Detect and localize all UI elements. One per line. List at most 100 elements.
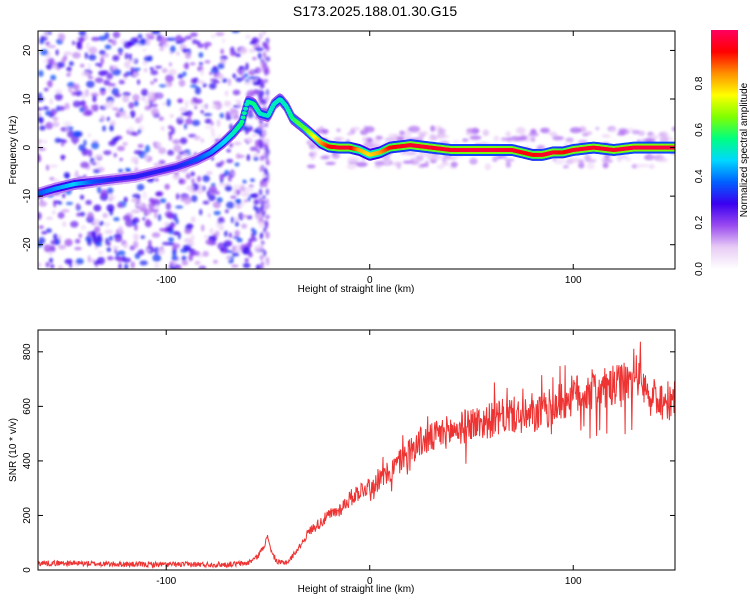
noise-blob <box>246 136 253 142</box>
noise-blob <box>100 56 105 65</box>
noise-blob <box>68 61 74 67</box>
noise-blob <box>313 150 318 158</box>
noise-blob <box>144 99 149 106</box>
noise-blob <box>638 130 646 136</box>
noise-blob <box>260 205 264 211</box>
noise-blob <box>408 125 421 133</box>
noise-blob <box>165 37 172 42</box>
noise-blob <box>38 200 48 207</box>
noise-blob <box>207 213 212 218</box>
noise-blob <box>125 219 134 227</box>
noise-blob <box>616 132 626 136</box>
noise-blob <box>202 200 210 205</box>
noise-blob <box>243 199 248 203</box>
noise-blob <box>106 247 112 252</box>
noise-blob <box>249 146 258 152</box>
noise-blob <box>163 221 170 227</box>
noise-blob <box>75 203 80 210</box>
noise-blob <box>241 202 245 207</box>
noise-blob <box>87 75 94 80</box>
noise-blob <box>169 113 174 119</box>
noise-blob <box>263 205 268 211</box>
noise-blob <box>106 204 115 212</box>
noise-blob <box>144 105 151 111</box>
noise-blob <box>493 135 500 142</box>
noise-blob <box>265 158 270 164</box>
noise-blob <box>91 230 97 238</box>
noise-blob <box>211 104 218 109</box>
noise-blob <box>431 135 437 141</box>
noise-blob <box>70 135 80 144</box>
noise-blob <box>210 120 214 127</box>
noise-blob <box>67 130 75 138</box>
noise-blob <box>175 35 183 43</box>
noise-blob <box>119 107 124 112</box>
noise-blob <box>58 33 66 42</box>
noise-blob <box>172 231 180 236</box>
noise-blob <box>137 143 144 149</box>
noise-blob <box>153 211 158 219</box>
snr-panel: -100 0 100 0 200 400 600 800 Height of straight… <box>8 329 676 595</box>
noise-blob <box>225 255 232 261</box>
noise-blob <box>260 240 265 246</box>
noise-blob <box>265 231 270 239</box>
noise-blob <box>155 191 163 197</box>
noise-blob <box>175 41 184 45</box>
noise-blob <box>123 73 129 78</box>
noise-blob <box>585 159 597 163</box>
noise-blob <box>224 90 229 97</box>
noise-blob <box>124 52 129 60</box>
noise-blob <box>198 62 204 66</box>
noise-blob <box>158 159 166 165</box>
noise-blob <box>452 139 460 144</box>
noise-blob <box>160 126 165 131</box>
y-tick-label: -10 <box>22 188 33 203</box>
noise-blob <box>224 185 233 192</box>
noise-blob <box>248 76 257 80</box>
noise-blob <box>190 171 195 177</box>
noise-blob <box>47 80 53 88</box>
y-tick-label: 0 <box>22 567 33 573</box>
noise-blob <box>66 66 72 72</box>
noise-blob <box>443 155 452 160</box>
noise-blob <box>39 38 45 45</box>
noise-blob <box>261 99 267 106</box>
noise-blob <box>211 133 216 138</box>
noise-blob <box>441 161 449 166</box>
noise-blob <box>108 197 113 202</box>
noise-blob <box>225 250 234 254</box>
noise-blob <box>102 125 107 132</box>
noise-blob <box>169 45 176 53</box>
noise-blob <box>224 209 229 214</box>
noise-blob <box>235 99 240 104</box>
noise-blob <box>263 142 268 148</box>
noise-blob <box>248 251 253 258</box>
noise-blob <box>212 201 221 209</box>
noise-blob <box>202 250 209 257</box>
noise-blob <box>506 137 512 142</box>
noise-blob <box>148 202 155 211</box>
noise-blob <box>141 88 149 97</box>
noise-blob <box>190 216 196 223</box>
noise-blob <box>578 162 585 169</box>
noise-blob <box>221 38 226 44</box>
noise-blob <box>139 113 144 122</box>
noise-blob <box>220 48 225 55</box>
noise-blob <box>183 63 190 69</box>
noise-blob <box>186 185 195 192</box>
noise-blob <box>124 263 129 269</box>
noise-blob <box>182 71 187 77</box>
noise-blob <box>50 264 55 269</box>
noise-blob <box>130 66 134 75</box>
colorbar: 0.0 0.2 0.4 0.6 0.8 Normalized spectral ampl… <box>694 30 750 276</box>
noise-blob <box>504 158 515 162</box>
noise-blob <box>562 164 569 169</box>
x-tick-label: -100 <box>156 275 176 286</box>
noise-blob <box>482 129 490 137</box>
noise-blob <box>418 157 423 162</box>
noise-blob <box>123 242 129 249</box>
noise-blob <box>230 216 235 224</box>
noise-blob <box>90 104 96 110</box>
noise-blob <box>92 95 97 103</box>
